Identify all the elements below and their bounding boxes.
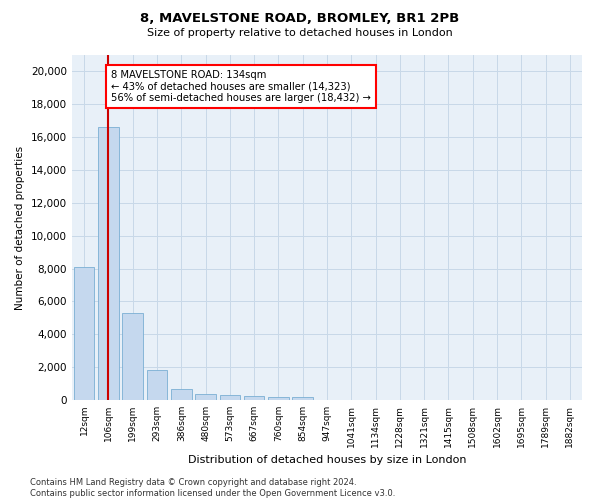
Bar bbox=[292, 397, 313, 400]
Bar bbox=[268, 396, 289, 400]
Bar bbox=[122, 313, 143, 400]
Bar bbox=[244, 396, 265, 400]
Bar bbox=[74, 267, 94, 400]
Text: 8 MAVELSTONE ROAD: 134sqm
← 43% of detached houses are smaller (14,323)
56% of s: 8 MAVELSTONE ROAD: 134sqm ← 43% of detac… bbox=[111, 70, 371, 103]
Bar bbox=[220, 395, 240, 400]
Bar bbox=[146, 370, 167, 400]
Text: Contains HM Land Registry data © Crown copyright and database right 2024.
Contai: Contains HM Land Registry data © Crown c… bbox=[30, 478, 395, 498]
Y-axis label: Number of detached properties: Number of detached properties bbox=[16, 146, 25, 310]
Text: 8, MAVELSTONE ROAD, BROMLEY, BR1 2PB: 8, MAVELSTONE ROAD, BROMLEY, BR1 2PB bbox=[140, 12, 460, 26]
X-axis label: Distribution of detached houses by size in London: Distribution of detached houses by size … bbox=[188, 456, 466, 466]
Bar bbox=[195, 394, 216, 400]
Text: Size of property relative to detached houses in London: Size of property relative to detached ho… bbox=[147, 28, 453, 38]
Bar bbox=[171, 388, 191, 400]
Bar bbox=[98, 128, 119, 400]
